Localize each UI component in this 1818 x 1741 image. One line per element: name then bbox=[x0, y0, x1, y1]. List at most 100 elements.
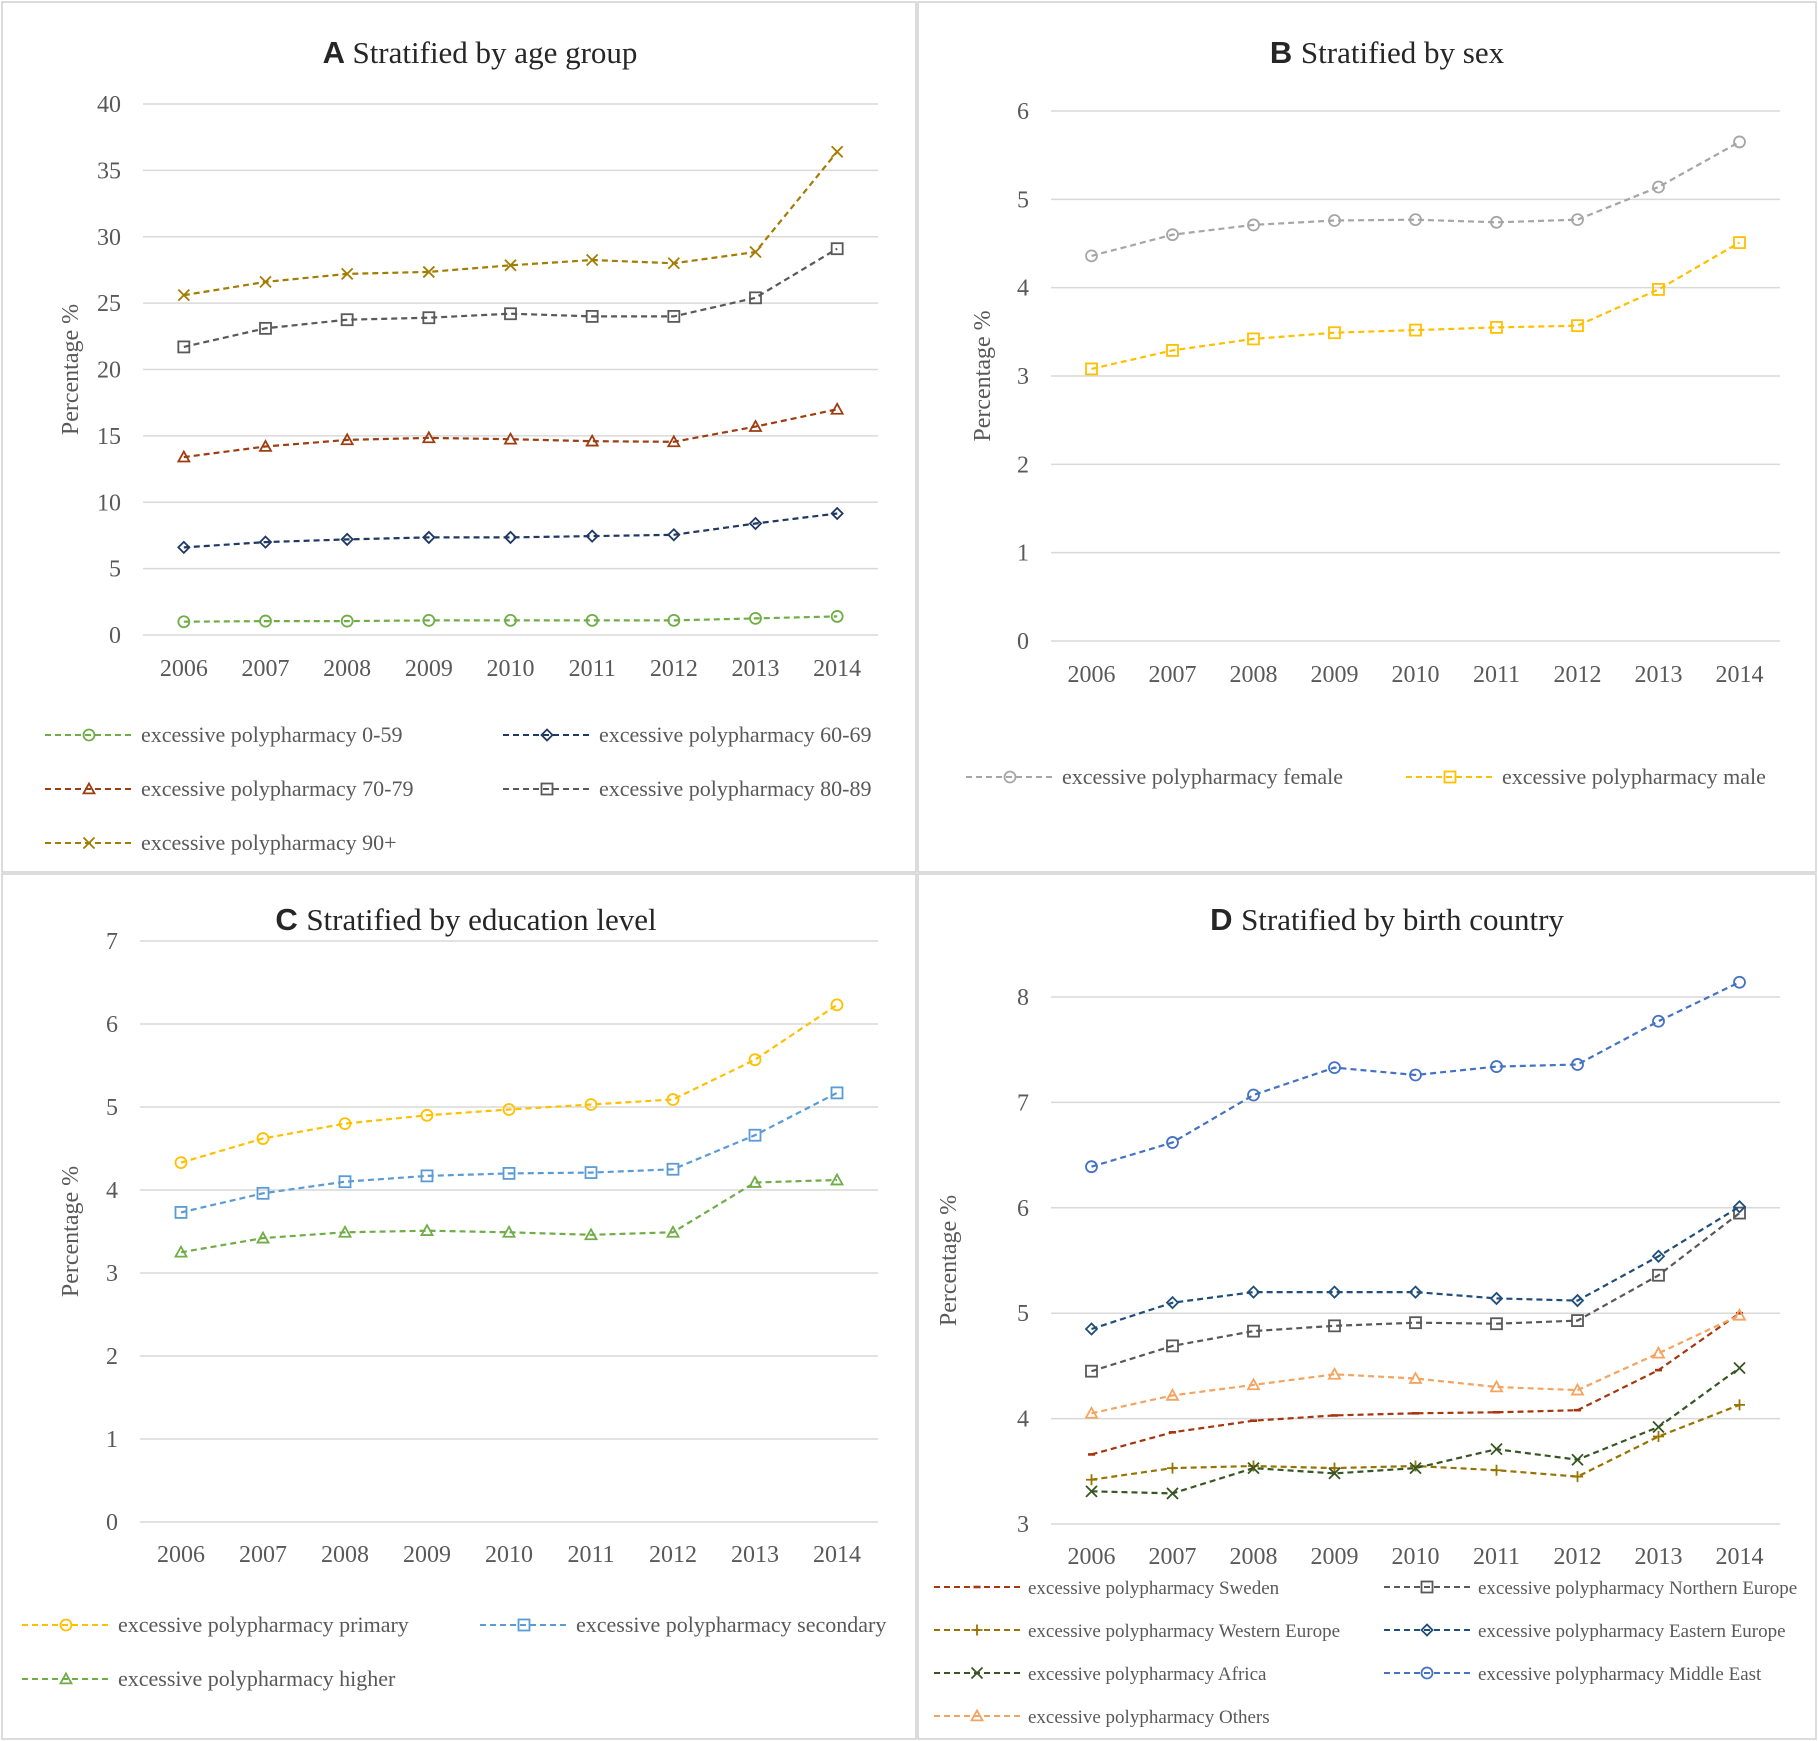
panel-d-data-point bbox=[1733, 1206, 1746, 1220]
panel-a-series-line bbox=[183, 151, 839, 297]
panel-d-data-point bbox=[1408, 1371, 1423, 1384]
panel-c-ytick-label: 6 bbox=[106, 1012, 118, 1038]
panel-a-title: A Stratified by age group bbox=[323, 35, 638, 70]
panel-a-data-point bbox=[340, 614, 354, 628]
panel-a-xtick-label: 2012 bbox=[650, 656, 698, 682]
panel-d-data-point bbox=[1247, 1088, 1260, 1102]
panel-a-legend-label: excessive polypharmacy 70-79 bbox=[141, 776, 413, 801]
panel-c-xtick-label: 2012 bbox=[649, 1542, 697, 1568]
panel-c-ytick-label: 5 bbox=[106, 1095, 118, 1121]
panel-d-series-2 bbox=[1086, 1399, 1745, 1486]
panel-b-legend-marker bbox=[1443, 770, 1457, 784]
panel-c-data-point bbox=[255, 1230, 271, 1244]
panel-c-data-point bbox=[666, 1093, 680, 1106]
panel-b-data-point bbox=[1328, 214, 1341, 227]
panel-a-legend-label: excessive polypharmacy 0-59 bbox=[141, 722, 402, 747]
panel-b-data-point bbox=[1247, 332, 1260, 346]
panel-a-data-point bbox=[340, 532, 354, 547]
panel-d-series-line bbox=[1091, 1314, 1740, 1415]
panel-d-data-point bbox=[1409, 1462, 1422, 1475]
panel-b-title: B Stratified by sex bbox=[1270, 35, 1505, 70]
panel-c-ytick-label: 2 bbox=[106, 1344, 118, 1370]
panel-d-legend-marker bbox=[1420, 1623, 1434, 1637]
panel-d-ytick-label: 7 bbox=[1017, 1090, 1029, 1116]
panel-b-ytick-label: 1 bbox=[1017, 541, 1029, 567]
panel-a-ylabel: Percentage % bbox=[58, 304, 84, 435]
panel-d-xtick-label: 2007 bbox=[1149, 1544, 1197, 1570]
panel-d-data-point bbox=[1489, 1379, 1504, 1393]
panel-a-data-point bbox=[258, 439, 273, 452]
panel-a-data-point bbox=[422, 311, 436, 325]
panel-d-legend-marker bbox=[969, 1708, 985, 1722]
panel-b-data-point bbox=[1085, 362, 1098, 376]
panel-d-title: D Stratified by birth country bbox=[1210, 902, 1564, 937]
panel-a-series-line bbox=[183, 615, 838, 623]
panel-d-legend-marker bbox=[971, 1624, 983, 1636]
panel-c-series-1 bbox=[174, 1086, 844, 1219]
panel-c-legend-item: excessive polypharmacy higher bbox=[22, 1666, 396, 1691]
panel-a-data-point bbox=[422, 265, 435, 279]
panel-d-data-point bbox=[1247, 1324, 1260, 1338]
panel-d-data-point bbox=[1572, 1471, 1583, 1483]
panel-b: B Stratified by sex 0 1 2 3 4 5 6 2006 2007 2008 20… bbox=[917, 1, 1817, 873]
panel-d-data-point bbox=[1733, 1361, 1746, 1375]
panel-d-data-point bbox=[1085, 1485, 1098, 1498]
panel-c-data-point bbox=[338, 1175, 352, 1189]
panel-b-xtick-label: 2009 bbox=[1311, 662, 1359, 688]
panel-a-data-point bbox=[667, 613, 681, 627]
panel-d-data-point bbox=[1408, 1285, 1423, 1299]
panel-d-data-point bbox=[1570, 1382, 1585, 1396]
panel-a-xtick-label: 2010 bbox=[487, 656, 535, 682]
panel-d-legend-label: excessive polypharmacy Sweden bbox=[1028, 1578, 1280, 1599]
panel-a-xtick-label: 2006 bbox=[160, 656, 208, 682]
panel-d-legend-item: excessive polypharmacy Sweden bbox=[934, 1578, 1280, 1599]
panel-a-legend-label: excessive polypharmacy 80-89 bbox=[599, 776, 871, 801]
panel-b-data-point bbox=[1328, 326, 1341, 340]
panel-a-ytick-label: 10 bbox=[97, 490, 121, 516]
panel-a-xtick-label: 2007 bbox=[242, 656, 290, 682]
panel-d-data-point bbox=[1571, 1314, 1584, 1327]
panel-d-legend-label: excessive polypharmacy Africa bbox=[1028, 1664, 1267, 1685]
panel-b-legend-item: excessive polypharmacy female bbox=[966, 764, 1343, 789]
panel-c-legend-item: excessive polypharmacy secondary bbox=[480, 1612, 886, 1637]
panel-c-series-0 bbox=[174, 998, 844, 1170]
panel-d-series-6 bbox=[1084, 1307, 1747, 1419]
panel-d-series-line bbox=[1091, 1312, 1741, 1456]
panel-d-data-point bbox=[1166, 1487, 1179, 1500]
panel-a-legend-marker bbox=[540, 782, 554, 796]
panel-c-data-point bbox=[584, 1098, 598, 1111]
panel-d-series-1 bbox=[1085, 1206, 1746, 1378]
panel-a-series-1 bbox=[177, 506, 844, 555]
panel-d-legend-marker bbox=[1420, 1580, 1434, 1594]
panel-a-data-point bbox=[177, 289, 190, 302]
panel-d-data-point bbox=[1571, 1453, 1584, 1466]
panel-a-ytick-label: 0 bbox=[109, 623, 121, 649]
panel-a-series-4 bbox=[177, 145, 844, 302]
panel-a-series-line bbox=[183, 512, 838, 549]
panel-b-legend-label: excessive polypharmacy male bbox=[1502, 764, 1766, 789]
panel-d-data-point bbox=[1085, 1160, 1098, 1174]
panel-b-ylabel: Percentage % bbox=[970, 310, 996, 441]
panel-a-xtick-label: 2013 bbox=[732, 656, 780, 682]
panel-d: D Stratified by birth country 3 4 5 6 7 8 2006 2… bbox=[917, 873, 1817, 1740]
panel-d-data-point bbox=[1570, 1293, 1585, 1308]
panel-a-data-point bbox=[258, 535, 273, 549]
panel-a-data-point bbox=[748, 516, 763, 531]
panel-c-data-point bbox=[420, 1169, 434, 1183]
panel-c-data-point bbox=[419, 1223, 435, 1236]
panel-c-legend-marker bbox=[58, 1671, 74, 1685]
panel-d-data-point bbox=[1084, 1405, 1099, 1419]
panel-d-data-point bbox=[1489, 1291, 1504, 1306]
panel-a-ytick-label: 30 bbox=[97, 225, 121, 251]
panel-b-data-point bbox=[1247, 218, 1260, 232]
panel-d-legend-label: excessive polypharmacy Western Europe bbox=[1028, 1621, 1340, 1642]
panel-b-ytick-label: 6 bbox=[1017, 99, 1029, 125]
panel-d-data-point bbox=[1165, 1388, 1180, 1401]
panel-d-series-line bbox=[1091, 1212, 1741, 1373]
panel-d-data-point bbox=[1490, 1060, 1503, 1073]
panel-d-legend-label: excessive polypharmacy Others bbox=[1028, 1707, 1270, 1728]
panel-c-data-point bbox=[829, 1172, 845, 1186]
panel-a-data-point bbox=[585, 529, 599, 543]
panel-c-data-point bbox=[665, 1224, 681, 1238]
